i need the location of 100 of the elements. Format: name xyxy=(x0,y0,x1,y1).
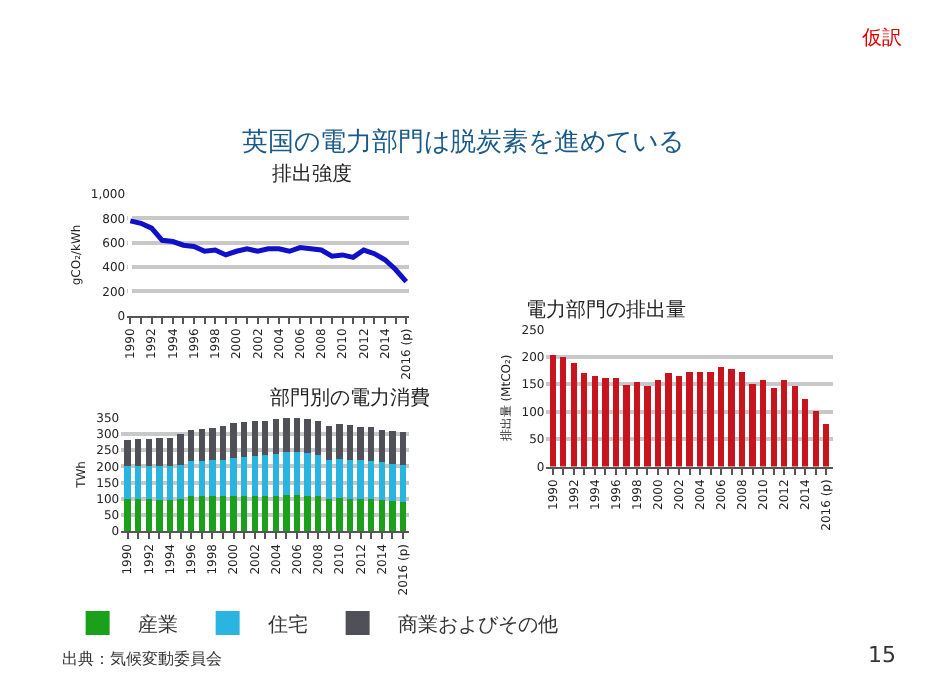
bar xyxy=(262,420,269,455)
bar xyxy=(325,425,333,461)
bar xyxy=(209,427,216,460)
bar xyxy=(145,438,152,467)
bar xyxy=(336,498,343,532)
bar xyxy=(283,417,290,452)
bar xyxy=(251,496,258,532)
bar xyxy=(602,377,609,467)
bar xyxy=(315,420,322,455)
bar xyxy=(230,458,237,497)
bar xyxy=(315,496,322,532)
bar xyxy=(166,466,174,500)
bar xyxy=(219,425,227,460)
bar xyxy=(198,461,205,497)
bar xyxy=(135,466,142,499)
bar xyxy=(399,502,407,532)
bar xyxy=(262,454,269,497)
bar xyxy=(240,457,248,497)
bar xyxy=(272,419,280,454)
bar xyxy=(272,453,280,497)
bar xyxy=(389,463,396,502)
bar xyxy=(389,501,396,532)
bar xyxy=(675,376,683,467)
bar xyxy=(166,437,174,467)
source-note: 出典：気候変動委員会 xyxy=(62,650,222,668)
bar xyxy=(802,399,809,467)
bar xyxy=(240,422,248,458)
bar xyxy=(570,363,577,467)
bar xyxy=(209,459,216,497)
text: 仮訳 xyxy=(862,26,902,50)
bar xyxy=(770,387,777,467)
bar xyxy=(145,466,152,499)
bar xyxy=(378,462,385,501)
bar xyxy=(135,438,142,467)
bar xyxy=(549,355,556,467)
bar xyxy=(378,500,385,532)
bar xyxy=(293,452,301,495)
bar xyxy=(346,498,354,532)
bar xyxy=(251,421,258,456)
bar xyxy=(240,496,248,532)
bar xyxy=(283,494,290,532)
bar xyxy=(219,496,227,532)
chart-title: 部門別の電力消費 xyxy=(270,386,430,410)
bar xyxy=(124,498,131,532)
bar xyxy=(177,498,184,532)
bar xyxy=(304,419,311,454)
bar xyxy=(166,499,174,532)
bar xyxy=(368,461,375,500)
bar xyxy=(760,380,767,467)
bar xyxy=(781,379,788,467)
legend-label: 住宅 xyxy=(267,612,308,637)
bar xyxy=(336,424,343,460)
bar xyxy=(251,455,258,497)
bar xyxy=(591,376,598,467)
chart-title: 排出強度 xyxy=(272,162,352,186)
bar xyxy=(156,499,163,532)
bar xyxy=(156,437,163,467)
bar xyxy=(717,366,725,467)
bar xyxy=(262,496,269,532)
bar xyxy=(293,418,301,453)
bar xyxy=(707,371,714,467)
bar xyxy=(728,368,735,467)
legend-label: 産業 xyxy=(137,612,178,637)
bar xyxy=(791,385,798,467)
bar xyxy=(612,377,620,467)
bar xyxy=(304,495,311,532)
bar xyxy=(633,381,641,467)
text: 英国の電力部門は脱炭素を進めている xyxy=(242,128,684,158)
line-series xyxy=(127,218,409,285)
bar xyxy=(325,460,333,500)
bar xyxy=(336,459,343,499)
bar xyxy=(399,464,407,503)
bar xyxy=(272,496,280,532)
bar xyxy=(219,459,227,497)
bar xyxy=(686,371,693,467)
legend-label: 商業およびその他 xyxy=(397,612,558,637)
bar xyxy=(177,433,184,465)
bar xyxy=(145,498,152,532)
bar xyxy=(749,384,756,467)
bar xyxy=(357,426,364,461)
bar xyxy=(304,453,311,496)
bar xyxy=(283,451,290,495)
bar xyxy=(177,464,184,499)
bar xyxy=(560,356,567,467)
chart-title: 電力部門の排出量 xyxy=(526,298,686,322)
bar xyxy=(230,496,237,532)
bar xyxy=(198,428,205,462)
bar xyxy=(346,459,354,499)
bar xyxy=(135,498,142,532)
bar xyxy=(325,499,333,532)
bar xyxy=(644,386,651,467)
bar xyxy=(124,440,131,467)
bar xyxy=(293,494,301,532)
text: 15 xyxy=(868,642,896,668)
bar xyxy=(378,429,385,463)
bar xyxy=(357,460,364,499)
bar xyxy=(581,373,588,467)
bar xyxy=(665,373,672,467)
bar xyxy=(124,466,131,499)
bar xyxy=(187,429,195,462)
